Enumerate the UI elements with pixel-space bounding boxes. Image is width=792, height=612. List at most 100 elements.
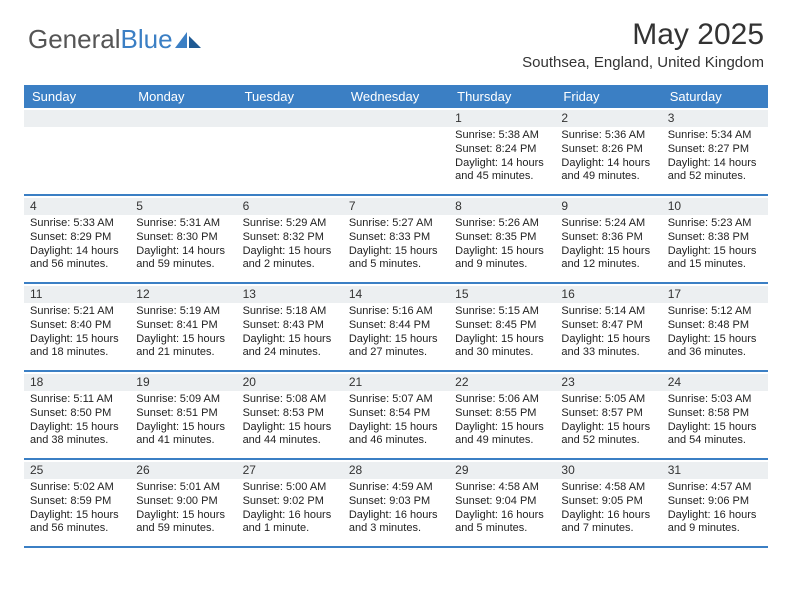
sunrise-line: Sunrise: 5:24 AM [561,217,655,231]
calendar-cell: 9Sunrise: 5:24 AMSunset: 8:36 PMDaylight… [555,196,661,282]
day-number: 23 [555,374,661,391]
daylight-line: Daylight: 15 hours and 54 minutes. [668,421,762,449]
calendar-cell: 23Sunrise: 5:05 AMSunset: 8:57 PMDayligh… [555,372,661,458]
calendar-cell: 1Sunrise: 5:38 AMSunset: 8:24 PMDaylight… [449,108,555,194]
sunrise-line: Sunrise: 4:59 AM [349,481,443,495]
calendar-cell [130,108,236,194]
weekday-label: Wednesday [343,85,449,108]
logo: GeneralBlue [28,24,201,55]
day-number: 29 [449,462,555,479]
daylight-line: Daylight: 14 hours and 56 minutes. [30,245,124,273]
daylight-line: Daylight: 14 hours and 45 minutes. [455,157,549,185]
daylight-line: Daylight: 15 hours and 5 minutes. [349,245,443,273]
daylight-line: Daylight: 15 hours and 46 minutes. [349,421,443,449]
sunrise-line: Sunrise: 5:18 AM [243,305,337,319]
daylight-line: Daylight: 15 hours and 9 minutes. [455,245,549,273]
day-number: 6 [237,198,343,215]
sunrise-line: Sunrise: 5:00 AM [243,481,337,495]
calendar-cell: 13 Sunrise: 5:18 AMSunset: 8:43 PMDayligh… [237,284,343,370]
calendar-cell: 27Sunrise: 5:00 AMSunset: 9:02 PMDayligh… [237,460,343,546]
day-number: 25 [24,462,130,479]
calendar-cell: 15Sunrise: 5:15 AMSunset: 8:45 PMDayligh… [449,284,555,370]
sunset-line: Sunset: 9:00 PM [136,495,230,509]
calendar-cell [343,108,449,194]
sunrise-line: Sunrise: 5:16 AM [349,305,443,319]
daylight-line: Daylight: 15 hours and 15 minutes. [668,245,762,273]
calendar-cell: 8 Sunrise: 5:26 AMSunset: 8:35 PMDaylight… [449,196,555,282]
sunrise-line: Sunrise: 5:31 AM [136,217,230,231]
daylight-line: Daylight: 15 hours and 30 minutes. [455,333,549,361]
sunset-line: Sunset: 8:27 PM [668,143,762,157]
daylight-line: Daylight: 14 hours and 52 minutes. [668,157,762,185]
logo-part2: Blue [121,24,173,54]
empty-day-stripe [343,110,449,127]
sunrise-line: Sunrise: 4:58 AM [561,481,655,495]
daylight-line: Daylight: 15 hours and 59 minutes. [136,509,230,537]
day-number: 9 [555,198,661,215]
sunrise-line: Sunrise: 5:21 AM [30,305,124,319]
day-number: 31 [662,462,768,479]
day-number: 16 [555,286,661,303]
sunrise-line: Sunrise: 5:26 AM [455,217,549,231]
calendar-cell: 5Sunrise: 5:31 AMSunset: 8:30 PMDaylight… [130,196,236,282]
sunset-line: Sunset: 9:04 PM [455,495,549,509]
sunset-line: Sunset: 8:43 PM [243,319,337,333]
sunrise-line: Sunrise: 5:02 AM [30,481,124,495]
weekday-label: Sunday [24,85,130,108]
sunset-line: Sunset: 9:05 PM [561,495,655,509]
calendar-cell [237,108,343,194]
page-title: May 2025 [522,18,764,52]
logo-text: GeneralBlue [28,24,173,55]
day-number: 8 [449,198,555,215]
calendar-cell: 4Sunrise: 5:33 AMSunset: 8:29 PMDaylight… [24,196,130,282]
sunset-line: Sunset: 8:58 PM [668,407,762,421]
weekday-label: Tuesday [237,85,343,108]
sunset-line: Sunset: 8:35 PM [455,231,549,245]
sunrise-line: Sunrise: 5:29 AM [243,217,337,231]
sunset-line: Sunset: 8:55 PM [455,407,549,421]
sunset-line: Sunset: 8:54 PM [349,407,443,421]
day-number: 5 [130,198,236,215]
calendar-cell: 3Sunrise: 5:34 AMSunset: 8:27 PMDaylight… [662,108,768,194]
day-number: 1 [449,110,555,127]
calendar-cell: 7Sunrise: 5:27 AMSunset: 8:33 PMDaylight… [343,196,449,282]
calendar-cell: 22Sunrise: 5:06 AMSunset: 8:55 PMDayligh… [449,372,555,458]
header: GeneralBlue May 2025 Southsea, England, … [0,0,792,77]
sunrise-line: Sunrise: 5:38 AM [455,129,549,143]
calendar-cell: 19Sunrise: 5:09 AMSunset: 8:51 PMDayligh… [130,372,236,458]
sunrise-line: Sunrise: 5:03 AM [668,393,762,407]
sunrise-line: Sunrise: 4:58 AM [455,481,549,495]
daylight-line: Daylight: 15 hours and 24 minutes. [243,333,337,361]
weekday-label: Saturday [662,85,768,108]
day-number: 14 [343,286,449,303]
calendar-cell: 11Sunrise: 5:21 AMSunset: 8:40 PMDayligh… [24,284,130,370]
sunrise-line: Sunrise: 5:33 AM [30,217,124,231]
day-number: 19 [130,374,236,391]
day-number: 22 [449,374,555,391]
calendar-cell: 21Sunrise: 5:07 AMSunset: 8:54 PMDayligh… [343,372,449,458]
logo-part1: General [28,24,121,54]
sunset-line: Sunset: 9:03 PM [349,495,443,509]
calendar-cell: 2Sunrise: 5:36 AMSunset: 8:26 PMDaylight… [555,108,661,194]
daylight-line: Daylight: 14 hours and 49 minutes. [561,157,655,185]
calendar: SundayMondayTuesdayWednesdayThursdayFrid… [24,85,768,548]
day-number: 20 [237,374,343,391]
day-number: 10 [662,198,768,215]
sunset-line: Sunset: 8:44 PM [349,319,443,333]
sunset-line: Sunset: 8:45 PM [455,319,549,333]
logo-sail-icon [175,30,201,50]
location-subtitle: Southsea, England, United Kingdom [522,54,764,71]
empty-day-stripe [130,110,236,127]
daylight-line: Daylight: 15 hours and 18 minutes. [30,333,124,361]
calendar-cell: 10Sunrise: 5:23 AMSunset: 8:38 PMDayligh… [662,196,768,282]
sunset-line: Sunset: 8:51 PM [136,407,230,421]
calendar-week: 4Sunrise: 5:33 AMSunset: 8:29 PMDaylight… [24,196,768,284]
calendar-cell: 29Sunrise: 4:58 AMSunset: 9:04 PMDayligh… [449,460,555,546]
daylight-line: Daylight: 15 hours and 21 minutes. [136,333,230,361]
sunrise-line: Sunrise: 5:14 AM [561,305,655,319]
day-number: 13 [237,286,343,303]
sunrise-line: Sunrise: 5:07 AM [349,393,443,407]
daylight-line: Daylight: 16 hours and 3 minutes. [349,509,443,537]
daylight-line: Daylight: 15 hours and 27 minutes. [349,333,443,361]
daylight-line: Daylight: 15 hours and 49 minutes. [455,421,549,449]
